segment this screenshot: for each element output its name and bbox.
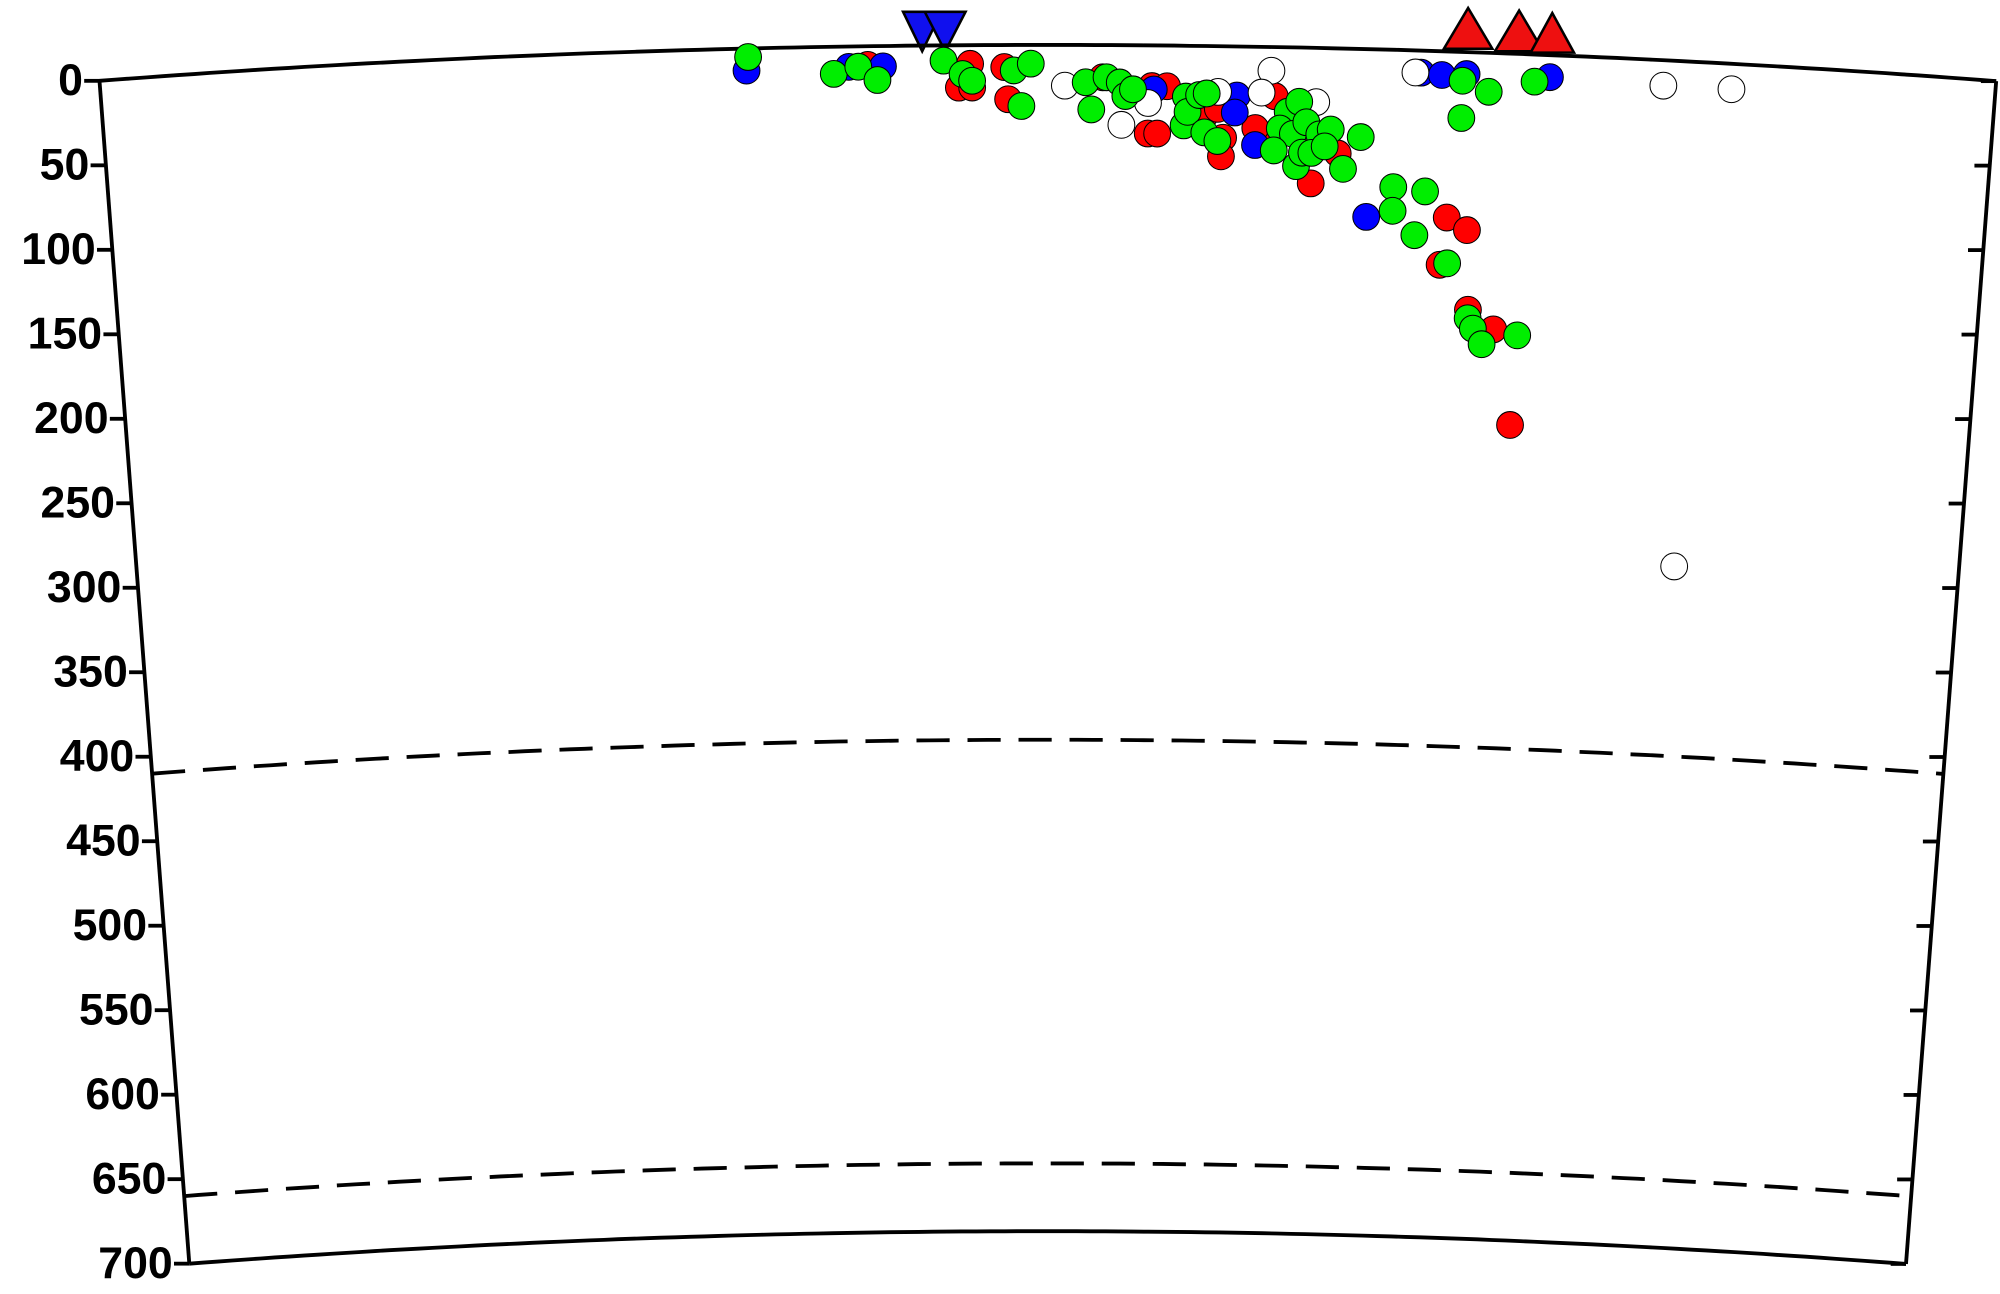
hypocenter — [1379, 173, 1408, 202]
hypocenter — [1310, 132, 1339, 161]
hypocenter — [1016, 49, 1045, 78]
hypocenter — [734, 43, 763, 71]
hypocenter — [1352, 202, 1381, 231]
hypocenter — [1378, 196, 1407, 225]
y-tick-label: 100 — [21, 225, 95, 274]
volcano-marker — [1528, 10, 1577, 54]
y-tick-label: 150 — [28, 310, 102, 359]
y-tick-label: 300 — [47, 563, 121, 612]
hypocenter — [1411, 177, 1439, 206]
hypocenter — [1432, 203, 1461, 232]
volcano-marker — [1441, 5, 1495, 51]
station-marker — [922, 10, 968, 55]
hypocenter — [1401, 58, 1430, 87]
hypocenter — [1660, 552, 1689, 581]
hypocenter — [1119, 75, 1147, 104]
series — [1050, 56, 1746, 581]
hypocenter — [1467, 330, 1496, 359]
hypocenter — [1503, 321, 1532, 350]
hypocenter — [1259, 136, 1288, 165]
y-tick-label: 650 — [92, 1155, 166, 1204]
hypocenter — [1520, 67, 1549, 96]
hypocenter — [1649, 71, 1678, 100]
hypocenter — [1007, 92, 1036, 120]
y-tick-label: 400 — [60, 732, 134, 781]
hypocenter — [929, 46, 958, 75]
frame: 0 50 100 150 200 250 300 350 400 450 500 550 600 650 7… — [21, 43, 1999, 1288]
hypocenter — [1329, 154, 1357, 183]
hypocenter — [1453, 216, 1481, 244]
y-tick-label: 50 — [40, 141, 90, 190]
hypocenter — [1433, 249, 1462, 278]
y-tick-label: 350 — [53, 648, 127, 697]
y-tick-label: 550 — [79, 986, 153, 1035]
bottom-arc — [189, 1229, 1907, 1266]
hypocenter — [1496, 411, 1524, 439]
hypocenter — [1143, 119, 1172, 148]
hypocenter — [1474, 77, 1503, 106]
y-tick-label: 250 — [41, 479, 115, 528]
hypocenter — [958, 66, 987, 95]
hypocenter — [819, 59, 848, 88]
hypocenter — [1220, 98, 1249, 127]
volcano-marker — [1492, 8, 1546, 53]
hypocenter — [844, 52, 873, 81]
hypocenter — [1192, 79, 1221, 108]
discontinuity-line — [151, 737, 1944, 776]
y-tick-label: 700 — [98, 1239, 172, 1288]
y-tick-label: 450 — [66, 817, 140, 866]
hypocenter — [1448, 66, 1477, 95]
hypocenter — [863, 66, 892, 94]
series — [734, 43, 1549, 359]
y-tick-label: 0 — [58, 56, 83, 105]
stations — [901, 5, 1577, 55]
y-tick-label: 600 — [85, 1070, 159, 1119]
y-tick-label: 200 — [34, 394, 108, 443]
hypocenter — [1247, 78, 1276, 107]
hypocenter — [1107, 110, 1136, 139]
hypocenter — [1447, 104, 1476, 132]
hypocenter — [1203, 127, 1232, 155]
hypocenter — [1077, 95, 1106, 124]
hypocenter — [1400, 221, 1429, 250]
hypocenter — [1717, 75, 1746, 104]
hypocenter — [1346, 123, 1375, 151]
y-tick-label: 500 — [73, 901, 147, 950]
discontinuity-line — [184, 1161, 1912, 1199]
surface-arc — [99, 43, 1997, 84]
